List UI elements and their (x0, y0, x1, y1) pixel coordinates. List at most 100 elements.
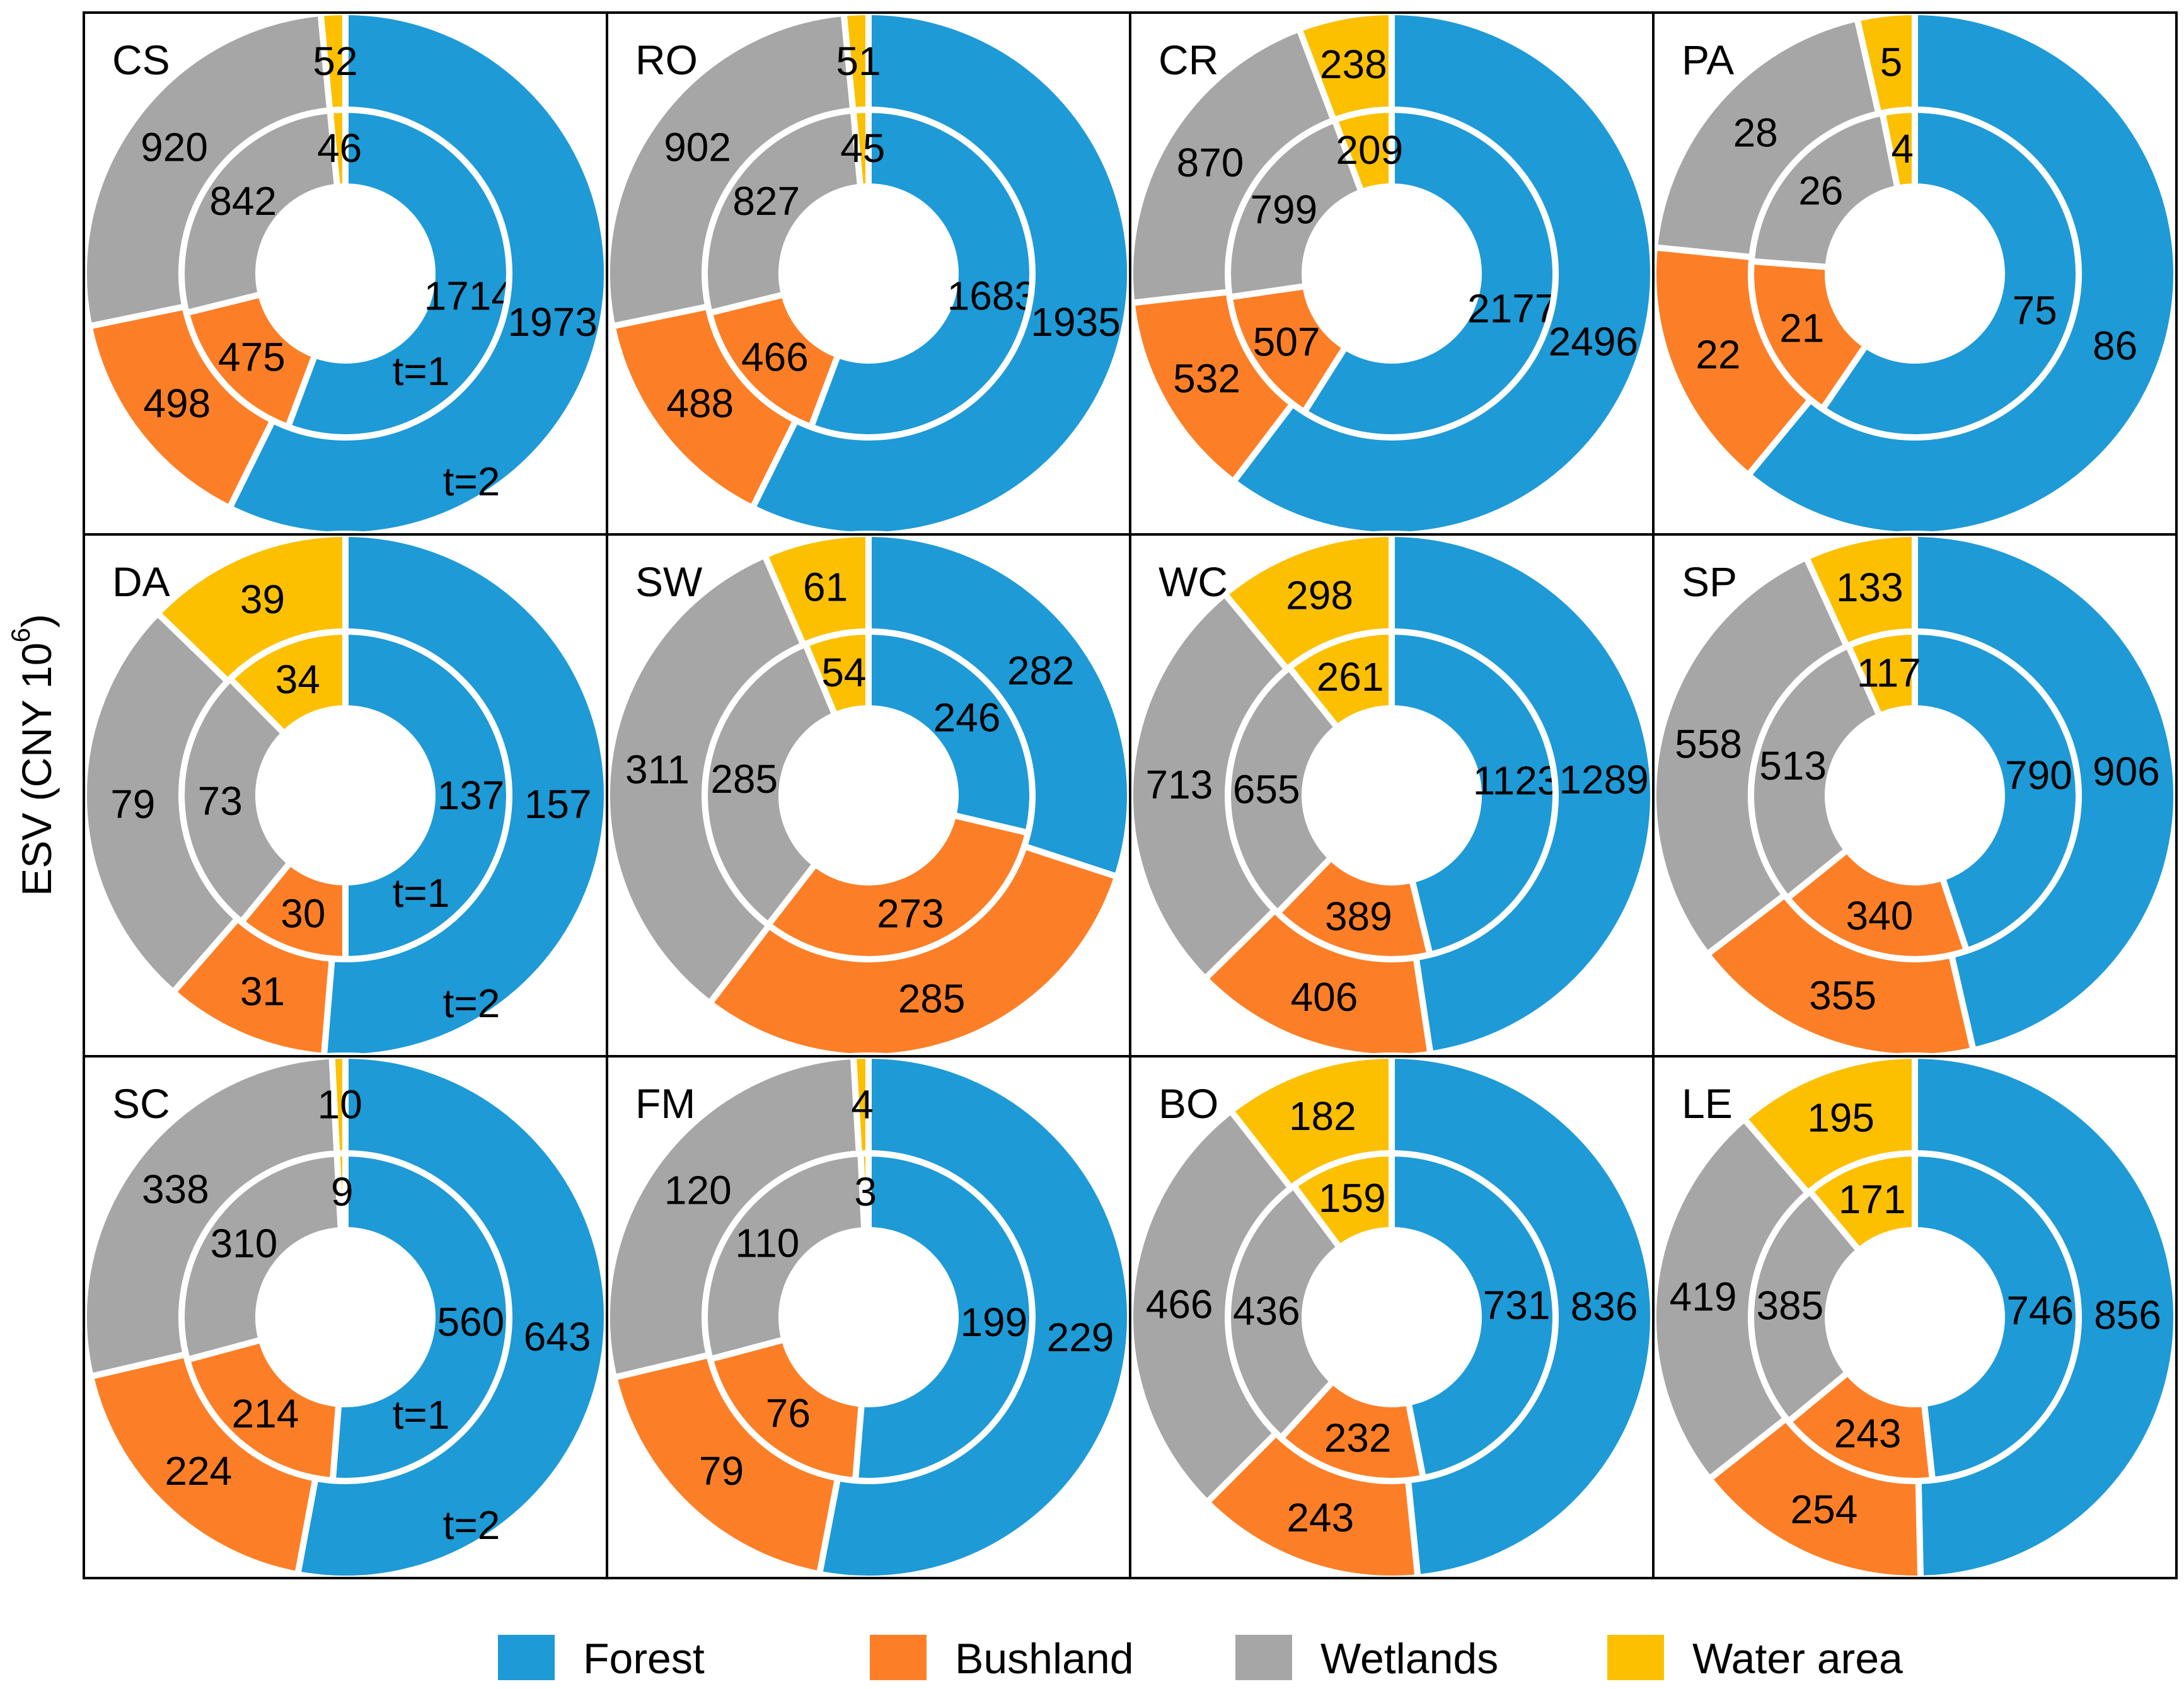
value-label-sc-t2-water-area: 10 (318, 1082, 362, 1127)
value-label-fm-t1-forest: 199 (960, 1300, 1027, 1345)
value-label-pa-t1-bushland: 21 (1779, 305, 1824, 350)
ring-label-inner: t=1 (393, 1392, 450, 1438)
legend-swatch (1607, 1635, 1664, 1680)
value-label-sc-t2-bushland: 224 (165, 1448, 232, 1494)
slice-cs-t2-wetlands (81, 9, 333, 330)
value-label-bo-t2-water-area: 182 (1289, 1093, 1356, 1139)
value-label-ro-t1-forest: 1683 (947, 274, 1037, 319)
value-label-wc-t1-wetlands: 655 (1233, 766, 1300, 812)
value-label-da-t2-water-area: 39 (240, 577, 285, 622)
panel-title: BO (1158, 1080, 1218, 1127)
value-label-pa-t2-water-area: 5 (1880, 40, 1903, 85)
slice-ro-t2-wetlands (604, 9, 857, 330)
slice-fm-t2-wetlands (604, 1052, 863, 1381)
value-label-sp-t1-forest: 790 (2005, 752, 2072, 798)
value-label-sw-t2-wetlands: 311 (625, 747, 690, 792)
panel-sw: 246 273 285 54 282 285 311 61 SW (604, 530, 1133, 1060)
slice-ro-t2-forest (748, 8, 1133, 538)
value-label-fm-t1-wetlands: 110 (735, 1221, 799, 1266)
value-label-wc-t2-wetlands: 713 (1146, 762, 1213, 807)
legend-label: Forest (583, 1635, 705, 1683)
value-label-sw-t1-forest: 246 (933, 695, 1001, 740)
value-label-cs-t2-water-area: 52 (313, 38, 357, 84)
value-label-sp-t1-water-area: 117 (1857, 650, 1921, 695)
slice-cr-t2-wetlands (1127, 25, 1338, 307)
value-label-sc-t1-water-area: 9 (331, 1169, 354, 1214)
panel-wc: 1123 389 655 261 1289 406 713 298 WC (1127, 530, 1657, 1060)
slice-bo-t2-wetlands (1127, 1106, 1296, 1507)
value-label-cs-t1-bushland: 475 (218, 334, 286, 379)
ring-label-inner: t=1 (393, 870, 450, 916)
legend-label: Bushland (955, 1635, 1134, 1683)
slice-da-t2-forest (320, 530, 610, 1060)
legend-swatch (498, 1635, 555, 1680)
value-label-ro-t1-water-area: 45 (840, 125, 885, 171)
value-label-sp-t1-wetlands: 513 (1759, 743, 1827, 788)
slice-bo-t2-forest (1389, 1052, 1656, 1581)
value-label-cs-t2-forest: 1973 (507, 299, 597, 345)
value-label-sw-t1-bushland: 273 (877, 891, 944, 937)
panel-title: CS (112, 37, 170, 83)
legend-item-forest: Forest (498, 1635, 705, 1683)
value-label-da-t1-forest: 137 (437, 773, 505, 818)
value-label-fm-t1-water-area: 3 (854, 1169, 877, 1214)
value-label-fm-t2-water-area: 4 (851, 1082, 874, 1127)
ring-label-inner: t=1 (393, 349, 450, 394)
slice-cs-t2-forest (225, 8, 610, 538)
legend: Forest Bushland Wetlands Water area (498, 1635, 1903, 1683)
y-axis-label: ESV (CNY 106) (6, 614, 61, 896)
panel-pa: 75 21 26 4 86 22 28 5 PA (1650, 8, 2180, 538)
ring-label-outer: t=2 (443, 459, 500, 504)
value-label-sc-t1-wetlands: 310 (211, 1221, 278, 1266)
value-label-wc-t1-bushland: 389 (1325, 894, 1392, 939)
slice-sc-t2-wetlands (81, 1052, 340, 1381)
slice-le-t2-forest (1912, 1052, 2180, 1582)
value-label-cr-t1-bushland: 507 (1253, 319, 1320, 364)
value-label-sp-t2-bushland: 355 (1809, 972, 1876, 1018)
value-label-le-t2-forest: 856 (2094, 1292, 2161, 1337)
value-label-da-t2-forest: 157 (524, 781, 592, 827)
slice-sp-t2-wetlands (1650, 553, 1851, 959)
slice-le-t2-bushland (1704, 1414, 1924, 1582)
value-label-da-t2-bushland: 31 (240, 969, 285, 1014)
value-label-fm-t1-bushland: 76 (766, 1391, 811, 1436)
slice-sw-t2-forest (865, 530, 1133, 881)
panel-sc: 560 214 310 9 643 224 338 10 SC t=1 t=2 (81, 1052, 610, 1582)
value-label-cs-t2-bushland: 498 (143, 381, 211, 426)
panel-border (1652, 1055, 2178, 1579)
legend-label: Wetlands (1320, 1635, 1498, 1683)
value-label-sw-t1-wetlands: 285 (710, 756, 778, 802)
value-label-cs-t2-wetlands: 920 (141, 124, 208, 170)
value-label-pa-t1-wetlands: 26 (1798, 168, 1843, 213)
slice-sw-t2-bushland (705, 842, 1121, 1060)
value-label-cr-t1-water-area: 209 (1336, 127, 1403, 173)
value-label-cr-t2-water-area: 238 (1320, 42, 1387, 87)
value-label-cs-t1-wetlands: 842 (209, 178, 277, 224)
value-label-fm-t2-forest: 229 (1047, 1315, 1114, 1360)
panel-title: CR (1158, 37, 1218, 83)
legend-item-bushland: Bushland (870, 1635, 1134, 1683)
value-label-wc-t2-water-area: 298 (1286, 572, 1353, 618)
panel-ro: 1683 466 827 45 1935 488 902 51 RO (604, 8, 1133, 538)
value-label-sp-t2-forest: 906 (2093, 749, 2160, 794)
value-label-bo-t2-bushland: 243 (1286, 1495, 1354, 1540)
value-label-wc-t1-forest: 1123 (1473, 758, 1560, 804)
panel-title: PA (1682, 37, 1734, 83)
slice-sc-t2-bushland (86, 1350, 320, 1578)
value-label-cr-t2-wetlands: 870 (1177, 140, 1244, 185)
value-label-bo-t1-water-area: 159 (1319, 1175, 1386, 1221)
value-label-sp-t2-water-area: 133 (1836, 565, 1904, 610)
value-label-da-t2-wetlands: 79 (110, 781, 155, 827)
legend-item-water-area: Water area (1607, 1635, 1903, 1683)
value-label-sw-t2-forest: 282 (1007, 648, 1075, 693)
value-label-sc-t2-forest: 643 (524, 1314, 591, 1359)
slice-wc-t2-wetlands (1127, 589, 1292, 983)
panel-cs: 1714 475 842 46 1973 498 920 52 CS t=1 t=2 (81, 8, 610, 538)
panel-grid: 171447584246197349892052CSt=1t=216834668… (81, 8, 2180, 1582)
panel-title: WC (1158, 558, 1228, 605)
value-label-pa-t2-bushland: 22 (1696, 331, 1740, 377)
value-label-le-t2-water-area: 195 (1807, 1095, 1875, 1141)
y-axis-label-text: ESV (CNY 10 (13, 643, 60, 896)
value-label-le-t1-bushland: 243 (1834, 1410, 1902, 1456)
y-axis-label-close: ) (13, 614, 60, 628)
